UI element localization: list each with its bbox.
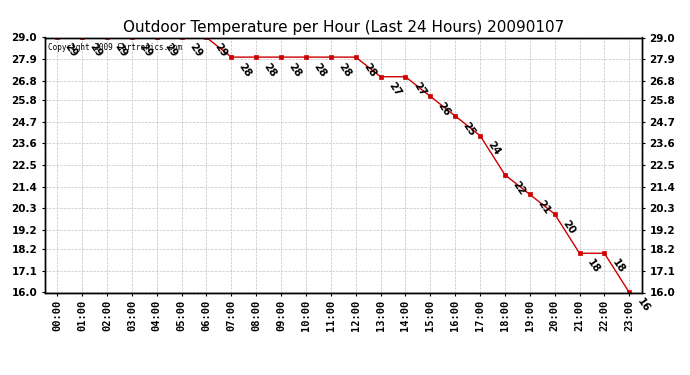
- Text: 27: 27: [411, 81, 428, 99]
- Text: 20: 20: [560, 218, 577, 236]
- Text: 28: 28: [337, 61, 353, 79]
- Text: 29: 29: [212, 42, 228, 59]
- Text: 27: 27: [386, 81, 403, 99]
- Title: Outdoor Temperature per Hour (Last 24 Hours) 20090107: Outdoor Temperature per Hour (Last 24 Ho…: [123, 20, 564, 35]
- Text: 28: 28: [311, 61, 328, 79]
- Text: 21: 21: [535, 199, 552, 216]
- Text: 25: 25: [461, 120, 477, 138]
- Text: 28: 28: [237, 61, 253, 79]
- Text: 29: 29: [112, 42, 129, 59]
- Text: 29: 29: [137, 42, 154, 59]
- Text: 26: 26: [436, 100, 453, 118]
- Text: Copyright 2009 Cartronics.com: Copyright 2009 Cartronics.com: [48, 43, 182, 52]
- Text: 29: 29: [162, 42, 179, 59]
- Text: 28: 28: [362, 61, 377, 79]
- Text: 29: 29: [88, 42, 104, 59]
- Text: 28: 28: [262, 61, 278, 79]
- Text: 24: 24: [486, 140, 502, 158]
- Text: 16: 16: [635, 297, 651, 314]
- Text: 22: 22: [511, 179, 527, 196]
- Text: 29: 29: [187, 42, 204, 59]
- Text: 29: 29: [63, 42, 79, 59]
- Text: 18: 18: [585, 257, 602, 275]
- Text: 28: 28: [286, 61, 303, 79]
- Text: 18: 18: [610, 257, 627, 275]
